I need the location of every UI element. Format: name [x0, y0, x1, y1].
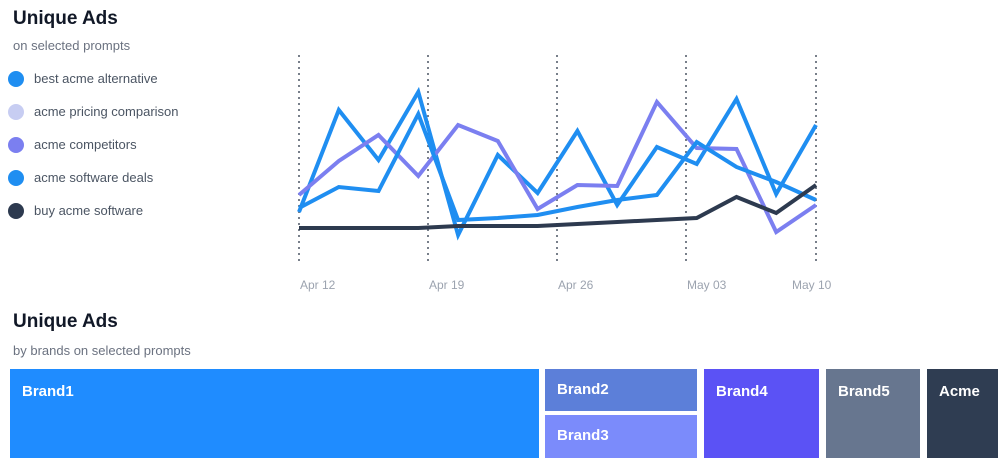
x-tick-label: Apr 12	[300, 278, 336, 292]
legend-label: acme software deals	[34, 170, 154, 185]
legend-dot-icon	[8, 136, 24, 153]
treemap-cell-label: Acme	[939, 383, 980, 400]
treemap-cell-brand1[interactable]: Brand1	[10, 369, 539, 458]
treemap-cell-label: Brand4	[716, 383, 768, 400]
legend-label: buy acme software	[34, 203, 144, 218]
treemap-title: Unique Ads	[13, 311, 118, 332]
legend-item[interactable]: acme pricing comparison	[8, 95, 179, 128]
x-tick-label: Apr 26	[558, 278, 594, 292]
x-tick-label: Apr 19	[429, 278, 465, 292]
treemap-cell-brand5[interactable]: Brand5	[826, 369, 920, 458]
x-tick-label: May 10	[792, 278, 832, 292]
treemap-cell-brand2[interactable]: Brand2	[545, 369, 697, 411]
treemap-cell-brand3[interactable]: Brand3	[545, 415, 697, 458]
line-chart: Apr 12 Apr 19 Apr 26 May 03 May 10	[297, 55, 832, 292]
treemap-cell-label: Brand5	[838, 383, 890, 400]
line-chart-legend: best acme alternative acme pricing compar…	[8, 62, 179, 227]
legend-dot-icon	[8, 169, 24, 186]
treemap-cell-label: Brand2	[557, 381, 609, 398]
legend-item[interactable]: buy acme software	[8, 194, 179, 227]
legend-dot-icon	[8, 202, 24, 219]
treemap-subtitle: by brands on selected prompts	[13, 343, 191, 358]
series-line[interactable]	[299, 183, 818, 230]
legend-item[interactable]: best acme alternative	[8, 62, 179, 95]
series-line[interactable]	[297, 86, 818, 241]
legend-label: acme pricing comparison	[34, 104, 179, 119]
legend-item[interactable]: acme software deals	[8, 161, 179, 194]
legend-item[interactable]: acme competitors	[8, 128, 179, 161]
legend-dot-icon	[8, 103, 24, 120]
series-line[interactable]	[298, 109, 817, 223]
x-tick-label: May 03	[687, 278, 727, 292]
line-chart-subtitle: on selected prompts	[13, 38, 131, 53]
treemap-cell-label: Brand3	[557, 427, 609, 444]
legend-dot-icon	[8, 70, 24, 87]
treemap-cell-label: Brand1	[22, 383, 74, 400]
treemap-cell-brand4[interactable]: Brand4	[704, 369, 819, 458]
treemap-cell-acme[interactable]: Acme	[927, 369, 998, 458]
series-line[interactable]	[297, 98, 818, 235]
line-chart-title: Unique Ads	[13, 8, 118, 29]
legend-label: acme competitors	[34, 137, 137, 152]
legend-label: best acme alternative	[34, 71, 158, 86]
